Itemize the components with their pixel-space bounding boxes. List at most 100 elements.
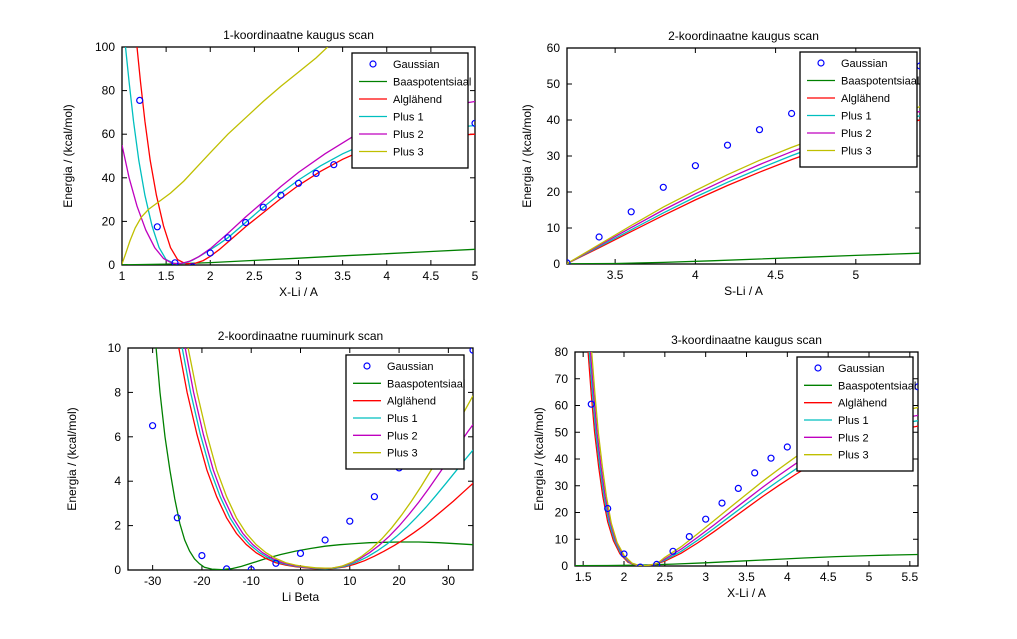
y-tick-label: 50 xyxy=(555,425,569,439)
y-tick-label: 20 xyxy=(555,506,569,520)
x-tick-label: 1.5 xyxy=(575,570,592,584)
gaussian-data-point xyxy=(206,249,214,257)
legend-label: Plus 3 xyxy=(387,448,418,460)
y-tick-label: 30 xyxy=(555,479,569,493)
subplot-3-title: 2-koordinaatne ruuminurk scan xyxy=(218,329,383,343)
x-tick-label: 4.5 xyxy=(423,269,440,283)
gaussian-data-point xyxy=(783,443,791,451)
y-tick-label: 100 xyxy=(95,40,115,54)
gaussian-data-point xyxy=(734,484,742,492)
x-tick-label: 4.5 xyxy=(767,268,784,282)
legend-label: Plus 1 xyxy=(841,111,872,123)
legend-label: Baaspotentsiaal xyxy=(387,378,465,390)
series-line-plus-3 xyxy=(187,348,473,569)
x-tick-label: 2 xyxy=(621,570,628,584)
y-tick-label: 4 xyxy=(114,474,121,488)
subplot-2-legend: Gaussian Baaspotentsiaal Alglähend Plus 1 Pl… xyxy=(799,51,919,168)
legend-label: Plus 2 xyxy=(393,129,424,141)
gaussian-data-point xyxy=(653,560,661,566)
gaussian-data-point xyxy=(620,550,628,558)
gaussian-data-point xyxy=(691,162,700,170)
y-tick-label: 0 xyxy=(553,257,560,271)
gaussian-data-point xyxy=(189,263,196,265)
subplot-4-title: 3-koordinaatne kaugus scan xyxy=(671,333,822,347)
y-tick-label: 20 xyxy=(102,214,116,228)
x-tick-label: 20 xyxy=(392,574,406,588)
y-tick-label: 30 xyxy=(547,149,561,163)
gaussian-data-point xyxy=(627,208,635,216)
y-tick-label: 50 xyxy=(547,77,561,91)
legend-marker-circle xyxy=(814,364,822,372)
gaussian-data-point xyxy=(296,549,305,558)
gaussian-data-point xyxy=(173,514,181,522)
gaussian-data-point xyxy=(312,169,320,177)
subplot-1-legend: Gaussian Baaspotentsiaal Alglähend Plus 1 Pl… xyxy=(351,52,471,169)
gaussian-data-point xyxy=(636,563,644,566)
gaussian-data-point xyxy=(787,109,796,118)
legend-label: Baaspotentsiaal xyxy=(838,380,916,392)
y-tick-label: 20 xyxy=(547,185,561,199)
gaussian-data-point xyxy=(153,223,161,231)
legend-label: Baaspotentsiaal xyxy=(841,76,919,88)
x-tick-label: 3.5 xyxy=(738,570,755,584)
gaussian-data-point xyxy=(669,547,677,555)
subplot-2-ylabel: Energia / (kcal/mol) xyxy=(520,104,534,207)
y-tick-label: 8 xyxy=(114,385,121,399)
x-tick-label: 4.5 xyxy=(820,570,837,584)
gaussian-data-point xyxy=(702,515,710,523)
gaussian-data-point xyxy=(294,179,303,187)
gaussian-data-point xyxy=(595,233,603,241)
subplot-3-ylabel: Energia / (kcal/mol) xyxy=(65,407,79,510)
legend-box xyxy=(799,51,918,168)
legend-label: Plus 1 xyxy=(393,112,424,124)
x-tick-label: 5 xyxy=(472,269,479,283)
x-tick-label: 3.5 xyxy=(334,269,351,283)
y-tick-label: 0 xyxy=(561,559,568,573)
gaussian-data-point xyxy=(723,141,732,149)
y-tick-label: 40 xyxy=(102,171,116,185)
x-tick-label: 5 xyxy=(866,570,873,584)
y-tick-label: 60 xyxy=(547,41,561,55)
gaussian-data-point xyxy=(321,536,329,544)
subplot-1-xlabel: X-Li / A xyxy=(279,285,318,299)
gaussian-data-point xyxy=(914,383,918,391)
subplot-2-xlabel: S-Li / A xyxy=(724,284,763,298)
subplot-4-xlabel: X-Li / A xyxy=(727,586,766,600)
gaussian-data-point xyxy=(259,203,267,211)
subplot-1-ylabel: Energia / (kcal/mol) xyxy=(61,104,75,207)
y-tick-label: 80 xyxy=(102,84,116,98)
gaussian-data-point xyxy=(767,454,775,462)
gaussian-data-point xyxy=(330,161,338,169)
legend-label: Alglähend xyxy=(387,396,436,408)
series-line-plus-3 xyxy=(122,47,329,265)
subplot-3-xlabel: Li Beta xyxy=(282,590,320,604)
y-tick-label: 10 xyxy=(108,341,122,355)
subplot-3-legend: Gaussian Baaspotentsiaal Alglähend Plus 1 Pl… xyxy=(345,354,465,470)
y-tick-label: 10 xyxy=(547,221,561,235)
x-tick-label: 5 xyxy=(852,268,859,282)
y-tick-label: 6 xyxy=(114,430,121,444)
gaussian-data-point xyxy=(469,348,473,354)
y-tick-label: 0 xyxy=(108,258,115,272)
gaussian-data-point xyxy=(471,119,475,127)
x-tick-label: 1 xyxy=(119,269,126,283)
series-line-baaspotentsiaal xyxy=(567,252,920,264)
legend-marker-circle xyxy=(363,362,371,370)
legend-marker-circle xyxy=(369,60,377,68)
x-tick-label: 3 xyxy=(702,570,709,584)
legend-label: Plus 2 xyxy=(841,128,872,140)
x-tick-label: 4 xyxy=(692,268,699,282)
subplot-1: 1 1.5 2 2.5 3 3.5 4 4.5 5 0 20 40 60 80 100 1-koordinaa… xyxy=(61,28,479,299)
legend-label: Gaussian xyxy=(838,363,884,375)
legend-label: Gaussian xyxy=(387,361,433,373)
gaussian-data-point xyxy=(136,96,144,105)
x-tick-label: 3.5 xyxy=(607,268,624,282)
legend-label: Plus 1 xyxy=(838,415,869,427)
x-tick-label: 0 xyxy=(297,574,304,588)
y-tick-label: 2 xyxy=(114,519,121,533)
gaussian-data-point xyxy=(149,422,157,430)
subplot-4-legend: Gaussian Baaspotentsiaal Alglähend Plus 1 Pl… xyxy=(796,356,916,472)
legend-label: Alglähend xyxy=(838,398,887,410)
gaussian-data-point xyxy=(277,191,285,199)
